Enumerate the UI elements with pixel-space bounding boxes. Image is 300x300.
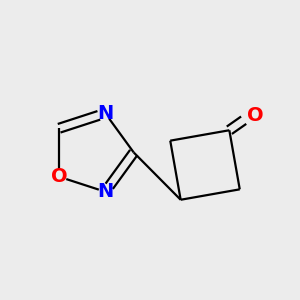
- Text: N: N: [97, 182, 113, 201]
- Text: O: O: [247, 106, 264, 125]
- Text: N: N: [97, 104, 113, 123]
- Text: O: O: [51, 167, 68, 186]
